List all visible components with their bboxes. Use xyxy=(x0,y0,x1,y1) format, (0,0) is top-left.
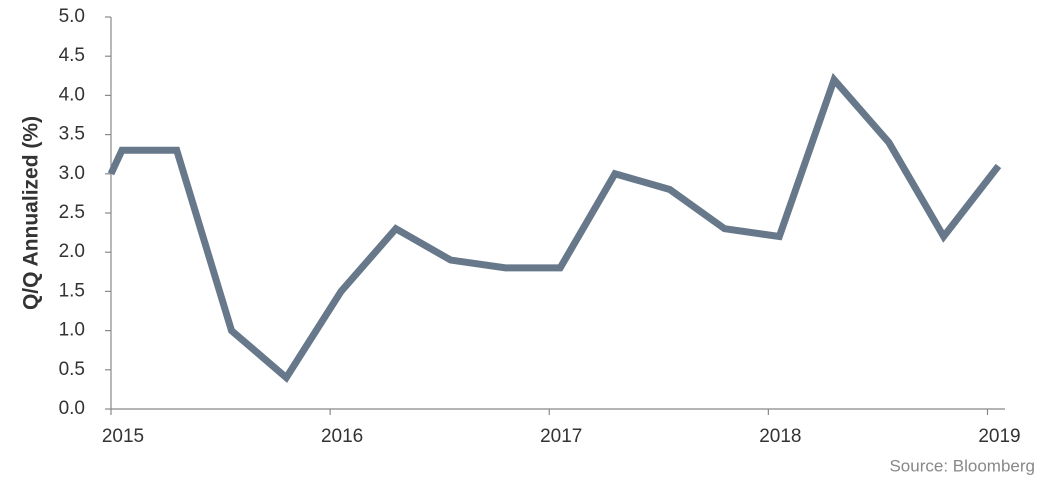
x-tick-label: 2019 xyxy=(978,426,1020,447)
y-tick-label: 2.0 xyxy=(59,241,85,262)
y-axis-label: Q/Q Annualized (%) xyxy=(20,116,43,310)
source: Source: Bloomberg xyxy=(889,456,1035,475)
x-tick-label: 2016 xyxy=(321,426,363,447)
y-tick-label: 1.0 xyxy=(59,320,85,341)
x-tick-label: 2015 xyxy=(102,426,144,447)
y-tick-label: 1.5 xyxy=(59,280,85,301)
y-tick-label: 0.5 xyxy=(59,359,85,380)
y-tick-label: 3.0 xyxy=(59,163,85,184)
y-tick-label: 4.5 xyxy=(59,45,85,66)
y-tick-label: 4.0 xyxy=(59,84,85,105)
y-tick-label: 0.0 xyxy=(59,398,85,419)
x-tick-label: 2018 xyxy=(759,426,801,447)
y-tick-label: 5.0 xyxy=(59,6,85,27)
x-tick-label: 2017 xyxy=(540,426,582,447)
y-tick-label: 3.5 xyxy=(59,124,85,145)
line xyxy=(107,72,1002,383)
y-tick-label: 2.5 xyxy=(59,202,85,223)
